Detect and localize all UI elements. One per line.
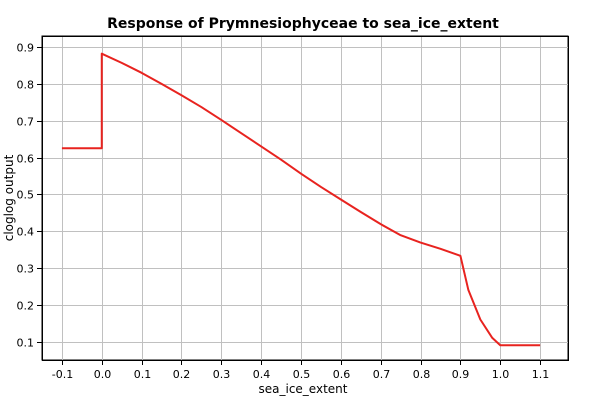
series-line: [61, 52, 541, 347]
x-tick-label: -0.1: [52, 368, 73, 381]
x-tick-label: 1.0: [492, 368, 510, 381]
x-tick-label: 0.2: [173, 368, 191, 381]
y-tick-label: 0.6: [17, 153, 35, 166]
x-tick-label: 0.5: [293, 368, 311, 381]
y-tick-label: 0.7: [17, 116, 35, 129]
x-tick-label: 0.0: [94, 368, 112, 381]
y-tick-label: 0.9: [17, 42, 35, 55]
x-tick-label: 0.1: [134, 368, 152, 381]
plot-border: [42, 36, 569, 361]
x-tick-label: 0.4: [253, 368, 271, 381]
grid: [42, 36, 568, 360]
y-tick-label: 0.5: [17, 189, 35, 202]
series-layer: [61, 52, 541, 347]
x-tick-label: 0.7: [373, 368, 391, 381]
y-axis-label: cloglog output: [2, 154, 16, 241]
x-tick-label: 0.6: [333, 368, 351, 381]
y-tick-label: 0.3: [17, 263, 35, 276]
x-axis-label: sea_ice_extent: [259, 382, 348, 396]
y-tick-label: 0.8: [17, 79, 35, 92]
chart-title: Response of Prymnesiophyceae to sea_ice_…: [107, 16, 499, 32]
x-tick-label: 1.1: [532, 368, 550, 381]
y-tick-label: 0.1: [17, 337, 35, 350]
y-tick-label: 0.2: [17, 300, 35, 313]
y-tick-label: 0.4: [17, 226, 35, 239]
x-tick-label: 0.3: [213, 368, 231, 381]
ticks: -0.1 0.0 0.1 0.2 0.3 0.4 0.5 0.6 0.7 0.8 0.9 1.0 1.1…: [17, 36, 569, 381]
x-tick-label: 0.9: [452, 368, 470, 381]
x-tick-label: 0.8: [413, 368, 431, 381]
